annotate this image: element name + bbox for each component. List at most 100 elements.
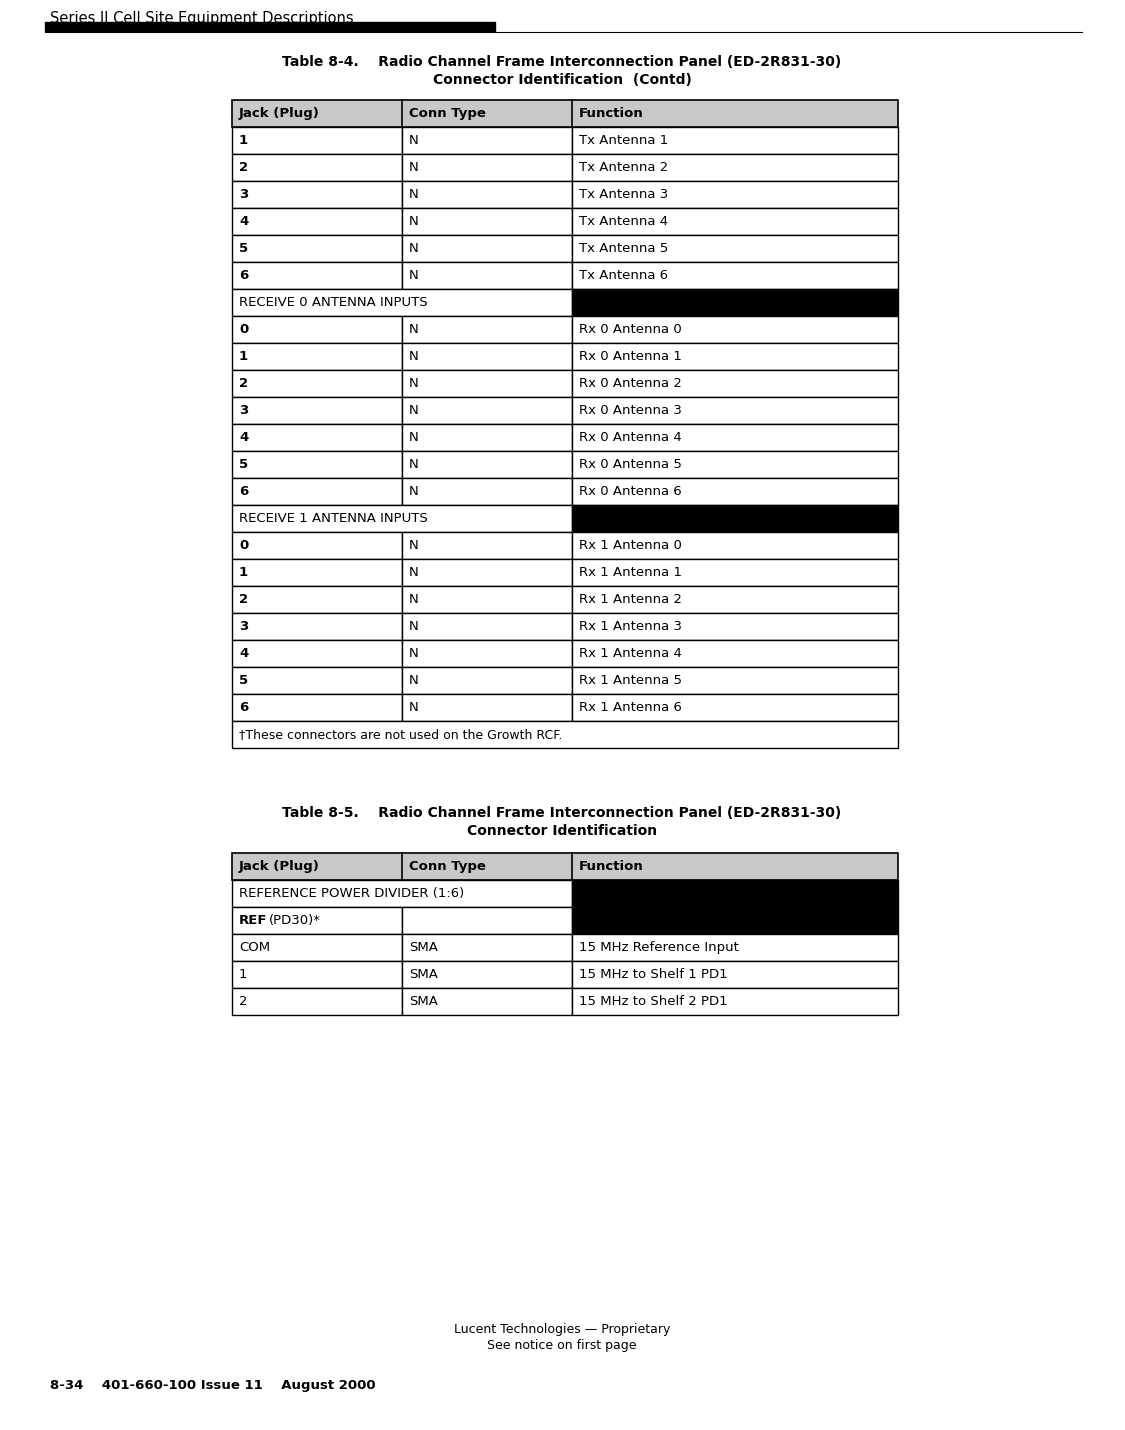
Text: 5: 5 <box>238 674 249 686</box>
Bar <box>232 934 402 961</box>
Bar <box>232 879 572 907</box>
Bar <box>572 398 898 425</box>
Text: Tx Antenna 4: Tx Antenna 4 <box>578 214 668 227</box>
Text: 1: 1 <box>238 350 249 363</box>
Text: N: N <box>408 566 418 579</box>
Text: 2: 2 <box>238 995 248 1008</box>
Bar <box>232 154 402 182</box>
Bar <box>232 370 402 398</box>
Bar <box>402 694 572 721</box>
Text: Rx 1 Antenna 2: Rx 1 Antenna 2 <box>578 593 682 606</box>
Bar <box>232 988 402 1015</box>
Bar <box>572 666 898 694</box>
Text: Tx Antenna 6: Tx Antenna 6 <box>578 269 668 282</box>
Bar <box>572 532 898 559</box>
Text: Rx 1 Antenna 5: Rx 1 Antenna 5 <box>578 674 682 686</box>
Text: 15 MHz Reference Input: 15 MHz Reference Input <box>578 941 738 954</box>
Bar <box>402 370 572 398</box>
Bar <box>402 262 572 289</box>
Text: Conn Type: Conn Type <box>408 107 486 120</box>
Text: SMA: SMA <box>408 968 438 981</box>
Text: Rx 1 Antenna 1: Rx 1 Antenna 1 <box>578 566 682 579</box>
Bar <box>572 613 898 641</box>
Text: N: N <box>408 539 418 552</box>
Text: N: N <box>408 214 418 227</box>
Text: 4: 4 <box>238 430 249 443</box>
Bar <box>232 559 402 586</box>
Text: Rx 1 Antenna 0: Rx 1 Antenna 0 <box>578 539 682 552</box>
Bar <box>572 343 898 370</box>
Text: Rx 0 Antenna 0: Rx 0 Antenna 0 <box>578 323 682 336</box>
Bar <box>232 450 402 478</box>
Bar <box>572 586 898 613</box>
Bar <box>232 127 402 154</box>
Text: Connector Identification  (Contd): Connector Identification (Contd) <box>432 73 692 87</box>
Text: 1: 1 <box>238 566 249 579</box>
Text: 3: 3 <box>238 621 249 633</box>
Text: 2: 2 <box>238 378 249 390</box>
Text: Jack (Plug): Jack (Plug) <box>238 107 320 120</box>
Text: Rx 1 Antenna 6: Rx 1 Antenna 6 <box>578 701 682 714</box>
Text: Rx 0 Antenna 1: Rx 0 Antenna 1 <box>578 350 682 363</box>
Text: N: N <box>408 162 418 174</box>
Text: Tx Antenna 1: Tx Antenna 1 <box>578 134 668 147</box>
Text: 2: 2 <box>238 162 249 174</box>
Bar <box>232 343 402 370</box>
Text: Rx 0 Antenna 3: Rx 0 Antenna 3 <box>578 405 682 418</box>
Bar <box>402 532 572 559</box>
Text: RECEIVE 1 ANTENNA INPUTS: RECEIVE 1 ANTENNA INPUTS <box>238 512 428 525</box>
Bar <box>572 934 898 961</box>
Text: 5: 5 <box>238 458 249 470</box>
Bar <box>572 694 898 721</box>
Text: N: N <box>408 269 418 282</box>
Bar <box>232 613 402 641</box>
Bar <box>232 907 402 934</box>
Bar <box>402 666 572 694</box>
Bar <box>232 505 572 532</box>
Text: N: N <box>408 242 418 255</box>
Bar <box>232 207 402 235</box>
Text: N: N <box>408 378 418 390</box>
Text: REFERENCE POWER DIVIDER (1:6): REFERENCE POWER DIVIDER (1:6) <box>238 887 465 899</box>
Text: Series II Cell Site Equipment Descriptions: Series II Cell Site Equipment Descriptio… <box>50 10 353 26</box>
Bar <box>572 154 898 182</box>
Text: Rx 1 Antenna 4: Rx 1 Antenna 4 <box>578 646 682 661</box>
Bar <box>572 316 898 343</box>
Bar <box>402 182 572 207</box>
Text: N: N <box>408 134 418 147</box>
Text: (PD30)*: (PD30)* <box>269 914 321 927</box>
Text: Rx 0 Antenna 6: Rx 0 Antenna 6 <box>578 485 682 498</box>
Bar <box>402 934 572 961</box>
Bar <box>45 21 495 31</box>
Bar <box>572 478 898 505</box>
Bar <box>402 316 572 343</box>
Bar <box>232 100 898 127</box>
Bar <box>402 907 572 934</box>
Bar <box>402 961 572 988</box>
Text: 6: 6 <box>238 485 249 498</box>
Text: N: N <box>408 646 418 661</box>
Text: Rx 0 Antenna 5: Rx 0 Antenna 5 <box>578 458 682 470</box>
Text: 0: 0 <box>238 323 249 336</box>
Text: Lucent Technologies — Proprietary: Lucent Technologies — Proprietary <box>453 1324 670 1337</box>
Text: N: N <box>408 485 418 498</box>
Text: 6: 6 <box>238 701 249 714</box>
Bar <box>232 289 572 316</box>
Text: N: N <box>408 323 418 336</box>
Text: 5: 5 <box>238 242 249 255</box>
Text: 3: 3 <box>238 187 249 202</box>
Bar <box>572 262 898 289</box>
Text: 15 MHz to Shelf 1 PD1: 15 MHz to Shelf 1 PD1 <box>578 968 727 981</box>
Bar <box>232 478 402 505</box>
Text: †These connectors are not used on the Growth RCF.: †These connectors are not used on the Gr… <box>238 728 562 741</box>
Text: 8-34    401-660-100 Issue 11    August 2000: 8-34 401-660-100 Issue 11 August 2000 <box>50 1379 376 1391</box>
Text: See notice on first page: See notice on first page <box>487 1340 637 1353</box>
Text: Connector Identification: Connector Identification <box>467 824 657 838</box>
Text: Conn Type: Conn Type <box>408 859 486 872</box>
Bar <box>402 235 572 262</box>
Bar <box>402 398 572 425</box>
Bar <box>572 961 898 988</box>
Bar <box>402 478 572 505</box>
Bar <box>572 370 898 398</box>
Bar <box>232 666 402 694</box>
